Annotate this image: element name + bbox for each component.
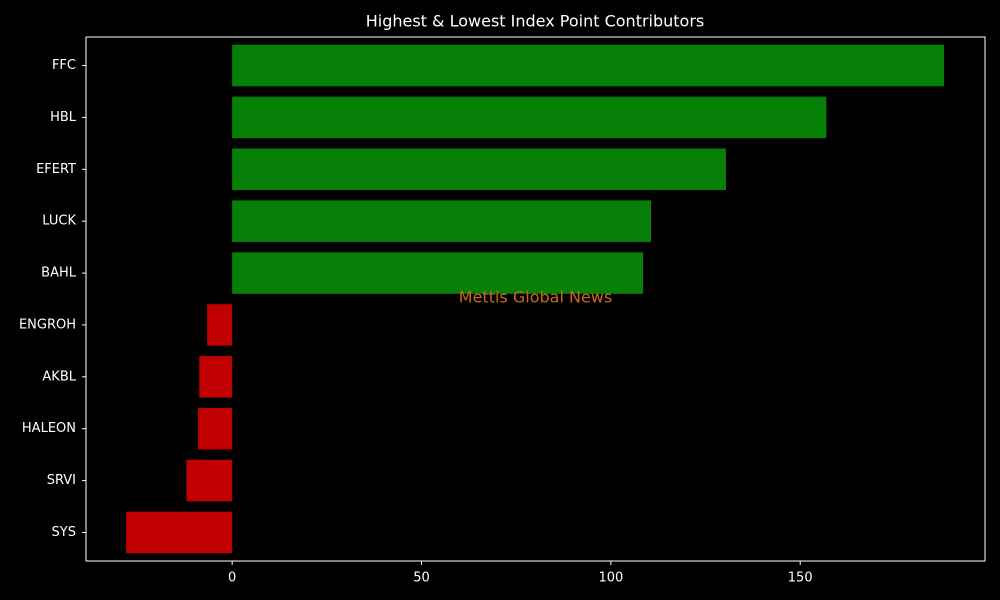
bar (126, 511, 233, 554)
y-tick-label: LUCK (42, 214, 76, 229)
bar (198, 407, 233, 450)
y-tick-label: HBL (50, 110, 77, 125)
y-tick-label: SRVI (47, 473, 76, 488)
chart-title: Highest & Lowest Index Point Contributor… (366, 12, 705, 31)
y-tick-label: BAHL (41, 266, 77, 281)
bar (232, 44, 945, 87)
y-tick-label: SYS (52, 525, 76, 540)
x-tick-label: 150 (788, 571, 813, 586)
bar (186, 459, 233, 502)
bar (232, 148, 726, 191)
bar (232, 200, 651, 242)
y-tick-label: EFERT (36, 162, 76, 177)
bar (199, 356, 233, 398)
y-tick-label: AKBL (42, 369, 76, 384)
bar (232, 252, 644, 294)
watermark: Mettis Global News (459, 288, 612, 307)
y-tick-label: ENGROH (19, 317, 76, 332)
y-tick-label: FFC (52, 58, 76, 73)
bar (232, 96, 827, 139)
x-tick-label: 50 (413, 571, 430, 586)
bar (207, 304, 233, 346)
y-tick-label: HALEON (22, 421, 76, 436)
plot-frame (85, 36, 986, 562)
x-tick-label: 100 (598, 571, 623, 586)
x-tick-label: 0 (228, 571, 236, 586)
